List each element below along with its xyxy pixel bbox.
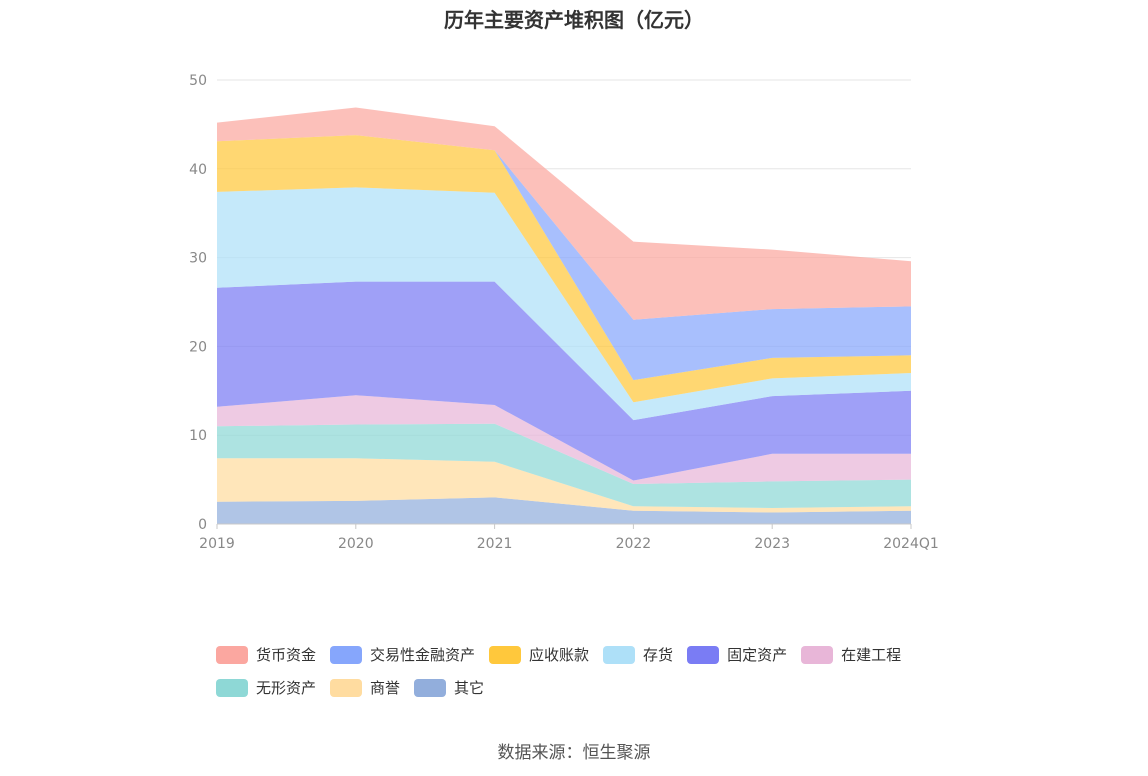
legend-item[interactable]: 应收账款 xyxy=(489,638,589,671)
area-series-5[interactable] xyxy=(217,187,911,421)
legend-swatch xyxy=(687,645,720,664)
legend-swatch xyxy=(801,645,834,664)
legend-label: 应收账款 xyxy=(529,646,590,664)
legend-label: 存货 xyxy=(643,646,674,664)
legend-swatch xyxy=(489,645,522,664)
area-series-4[interactable] xyxy=(217,281,911,481)
legend-label: 其它 xyxy=(454,679,485,697)
y-tick-label: 20 xyxy=(189,339,207,355)
legend-item[interactable]: 固定资产 xyxy=(687,638,787,671)
y-tick-label: 30 xyxy=(189,251,207,267)
legend-label: 商誉 xyxy=(370,679,401,697)
legend-row: 货币资金 交易性金融资产 应收账款 存货 固定资产 在建工程无形资产 商誉 其它 xyxy=(216,638,976,704)
legend-item[interactable]: 商誉 xyxy=(330,671,400,704)
y-tick-label: 50 xyxy=(189,73,207,89)
x-tick-label: 2024Q1 xyxy=(883,536,939,552)
legend-item[interactable]: 交易性金融资产 xyxy=(330,638,475,671)
legend-item[interactable]: 在建工程 xyxy=(801,638,901,671)
legend-item[interactable]: 无形资产 xyxy=(216,671,316,704)
legend-label: 无形资产 xyxy=(256,679,317,697)
x-tick-label: 2023 xyxy=(754,536,790,552)
legend-label: 货币资金 xyxy=(256,646,317,664)
x-tick-label: 2021 xyxy=(477,536,513,552)
legend-swatch xyxy=(330,645,363,664)
legend-label: 交易性金融资产 xyxy=(370,646,476,664)
area-series-7[interactable] xyxy=(217,135,911,381)
chart-title: 历年主要资产堆积图（亿元） xyxy=(444,8,704,32)
legend-swatch xyxy=(603,645,636,664)
legend-item[interactable]: 存货 xyxy=(603,638,673,671)
legend-swatch xyxy=(216,678,248,697)
legend-item[interactable]: 其它 xyxy=(414,671,484,704)
x-tick-label: 2019 xyxy=(199,536,235,552)
area-series-0[interactable] xyxy=(217,497,911,524)
legend-item[interactable]: 货币资金 xyxy=(216,638,316,671)
x-tick-label: 2020 xyxy=(338,536,374,552)
x-tick-label: 2022 xyxy=(616,536,652,552)
legend-swatch xyxy=(330,678,363,697)
area-series-2[interactable] xyxy=(217,423,911,508)
area-series-8[interactable] xyxy=(217,107,911,320)
source-note: 数据来源：恒生聚源 xyxy=(497,743,651,763)
y-tick-label: 40 xyxy=(189,162,207,178)
area-series-3[interactable] xyxy=(217,395,911,484)
area-series-1[interactable] xyxy=(217,458,911,513)
area-series-6[interactable] xyxy=(217,135,911,403)
legend-label: 固定资产 xyxy=(727,646,788,664)
legend-swatch xyxy=(216,645,248,664)
legend-swatch xyxy=(414,678,447,697)
y-tick-label: 0 xyxy=(198,517,207,533)
legend: 货币资金 交易性金融资产 应收账款 存货 固定资产 在建工程无形资产 商誉 其它 xyxy=(216,638,976,704)
legend-label: 在建工程 xyxy=(841,646,902,664)
y-tick-label: 10 xyxy=(189,428,207,444)
